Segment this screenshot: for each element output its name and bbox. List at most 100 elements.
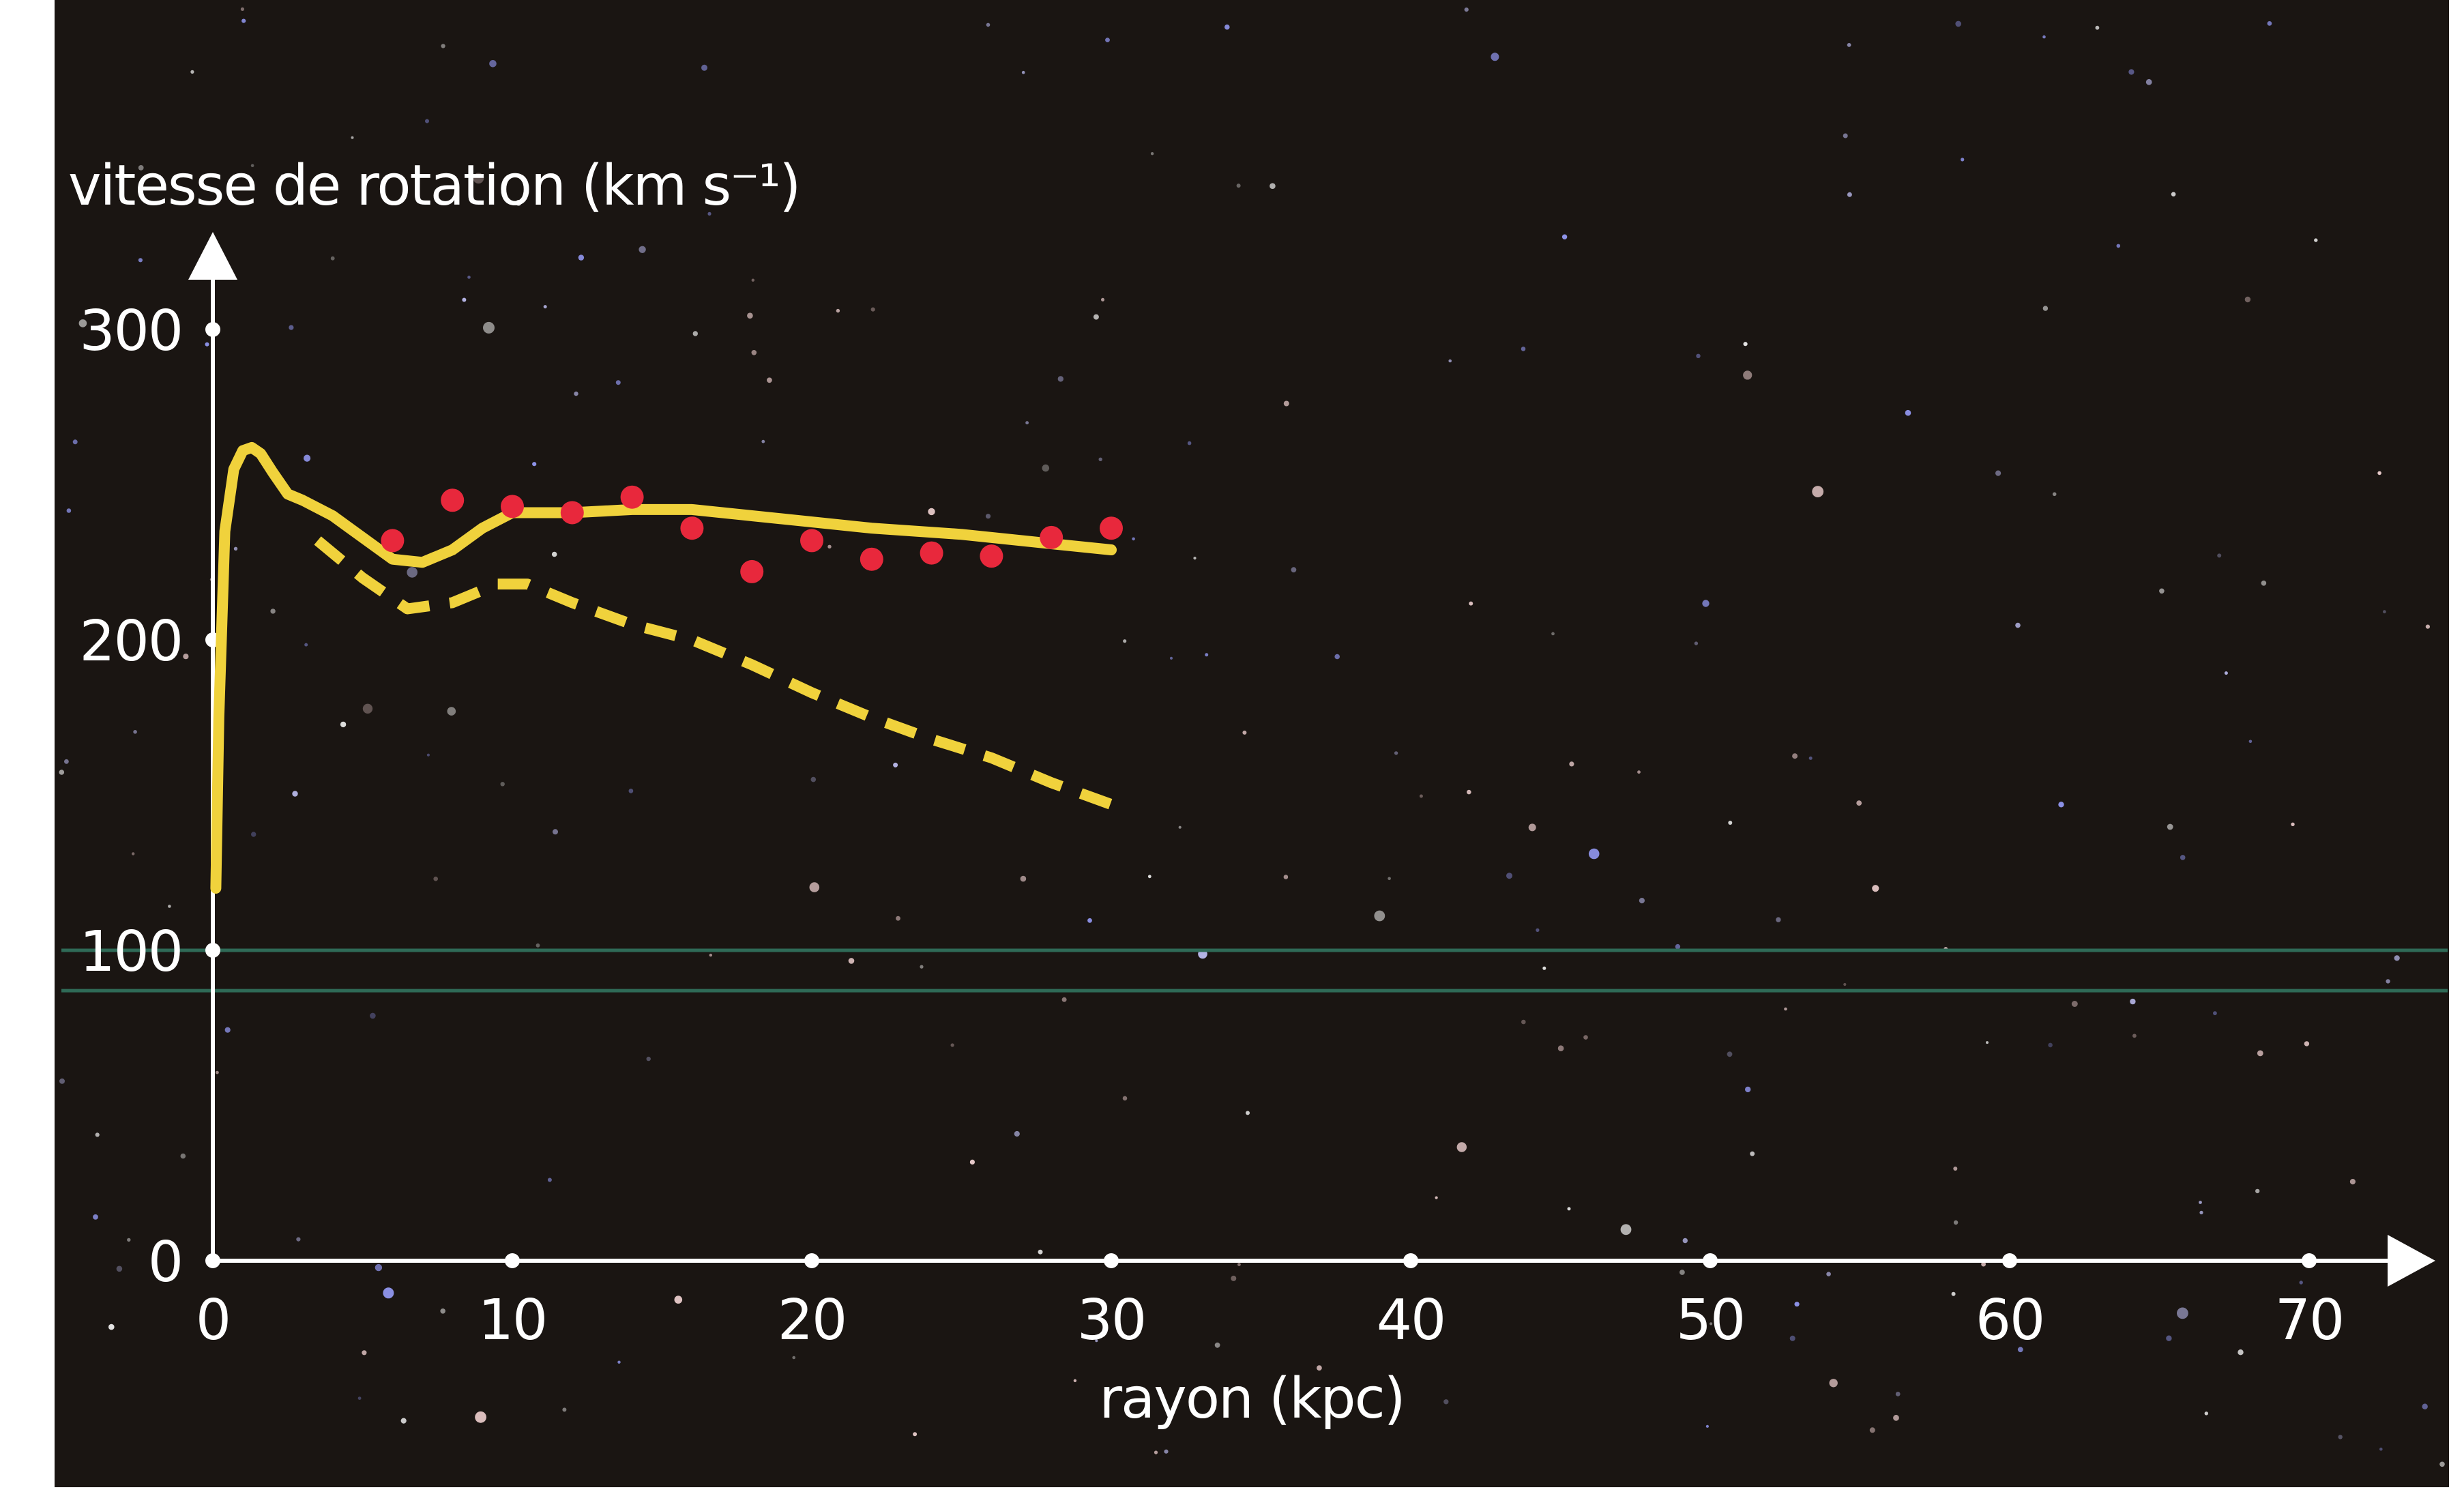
- star: [240, 7, 244, 11]
- star: [1776, 917, 1781, 922]
- star: [1680, 1270, 1685, 1275]
- star: [1283, 400, 1289, 407]
- star: [1995, 470, 2001, 476]
- star: [2379, 1447, 2383, 1451]
- x-tick-mark: [505, 1253, 520, 1268]
- star: [1057, 376, 1064, 382]
- star: [2267, 21, 2272, 26]
- star: [473, 173, 484, 184]
- star: [216, 1070, 219, 1074]
- star: [1374, 910, 1385, 922]
- star: [370, 1012, 376, 1019]
- star: [127, 1238, 131, 1242]
- star: [2180, 855, 2186, 860]
- star: [250, 164, 254, 167]
- x-tick-mark: [205, 1253, 220, 1268]
- star: [1812, 486, 1824, 497]
- star: [1087, 918, 1092, 923]
- star: [1829, 1379, 1838, 1388]
- star: [1098, 457, 1102, 461]
- star: [1242, 730, 1247, 735]
- star: [761, 439, 765, 443]
- star: [751, 278, 755, 282]
- x-axis-title: rayon (kpc): [1099, 1366, 1404, 1431]
- star: [1061, 997, 1067, 1002]
- reference-lines: [61, 948, 2448, 993]
- star: [1895, 1392, 1901, 1396]
- star: [1169, 656, 1173, 660]
- star: [1808, 756, 1813, 760]
- star: [1101, 297, 1104, 302]
- star: [304, 643, 308, 647]
- star: [928, 508, 935, 516]
- data-point: [980, 544, 1003, 568]
- star: [2128, 69, 2135, 75]
- data-point: [441, 488, 465, 512]
- star: [1986, 1041, 1989, 1044]
- star: [1826, 1272, 1831, 1276]
- star: [767, 377, 772, 383]
- star: [2349, 1179, 2356, 1185]
- star: [1639, 898, 1645, 904]
- y-tick-label: 100: [79, 920, 182, 984]
- star: [330, 256, 335, 261]
- star: [2116, 244, 2121, 248]
- star: [2048, 1042, 2053, 1048]
- star: [59, 1078, 65, 1084]
- star: [224, 1027, 231, 1033]
- star: [1893, 1414, 1899, 1421]
- star: [985, 514, 991, 519]
- star: [1588, 848, 1600, 860]
- x-tick-mark: [2302, 1253, 2317, 1268]
- star: [2422, 1403, 2428, 1409]
- starfield-background: [59, 7, 2445, 1467]
- star: [1193, 557, 1197, 560]
- star: [543, 305, 547, 309]
- x-tick-label: 60: [1976, 1288, 2044, 1353]
- star: [913, 1432, 918, 1437]
- chart-panel: [55, 0, 2449, 1487]
- star: [896, 916, 900, 921]
- star: [1637, 770, 1641, 774]
- star: [1334, 654, 1340, 660]
- star: [639, 246, 646, 253]
- star: [2171, 192, 2176, 197]
- star: [920, 965, 924, 969]
- star: [617, 1360, 621, 1364]
- star: [183, 654, 189, 660]
- star: [1955, 20, 1961, 27]
- star: [467, 276, 471, 279]
- star: [1727, 1051, 1733, 1057]
- star: [433, 876, 438, 881]
- star: [701, 64, 707, 71]
- star: [2224, 671, 2228, 675]
- star: [1583, 1035, 1588, 1040]
- y-tick-label: 300: [79, 299, 182, 364]
- y-tick-label: 200: [79, 609, 182, 674]
- solid-curve: [210, 441, 1117, 894]
- star: [836, 308, 840, 313]
- x-tick-mark: [1104, 1253, 1119, 1268]
- star: [1020, 875, 1027, 882]
- star: [870, 307, 875, 312]
- star: [1231, 1275, 1237, 1281]
- star: [2338, 1435, 2343, 1439]
- star: [1093, 314, 1099, 320]
- star: [2042, 35, 2046, 39]
- star: [1150, 152, 1154, 156]
- star: [2255, 1188, 2260, 1194]
- star: [1291, 567, 1297, 573]
- star: [1905, 409, 1911, 416]
- star: [2299, 1281, 2303, 1285]
- star: [1224, 24, 1230, 30]
- star: [251, 832, 256, 837]
- star: [425, 119, 429, 123]
- star: [2213, 1011, 2217, 1016]
- x-tick-label: 40: [1377, 1288, 1445, 1353]
- star: [809, 882, 820, 892]
- star: [1123, 639, 1127, 643]
- star: [93, 1214, 98, 1220]
- star: [375, 1263, 383, 1272]
- star: [1792, 753, 1798, 759]
- star: [489, 60, 497, 68]
